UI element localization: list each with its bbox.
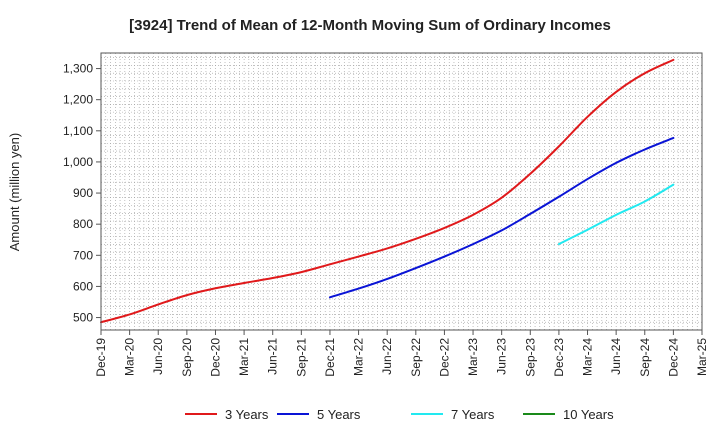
legend: 3 Years 5 Years 7 Years 10 Years — [185, 407, 614, 422]
x-tick-label: Jun-22 — [380, 338, 394, 375]
y-tick-label: 800 — [73, 217, 93, 231]
x-tick-label: Mar-20 — [123, 338, 137, 376]
y-tick-label: 1,200 — [63, 93, 93, 107]
x-tick-label: Jun-20 — [151, 338, 165, 375]
x-tick-label: Mar-25 — [695, 338, 709, 376]
series-line-3-years — [100, 58, 675, 324]
series-line-7-years — [557, 183, 675, 246]
grid — [100, 53, 703, 331]
legend-label-7-years: 7 Years — [451, 407, 495, 422]
x-axis: Dec-19 Mar-20 Jun-20 Sep-20 Dec-20 Mar-21 Jun-… — [94, 330, 709, 377]
x-tick-label: Jun-23 — [495, 338, 509, 375]
y-tick-label: 900 — [73, 186, 93, 200]
series-line-5-years — [328, 136, 675, 299]
legend-label-3-years: 3 Years — [225, 407, 269, 422]
x-tick-label: Mar-22 — [352, 338, 366, 376]
y-tick-label: 1,300 — [63, 62, 93, 76]
chart-title: [3924] Trend of Mean of 12-Month Moving … — [129, 17, 611, 34]
x-tick-label: Dec-23 — [552, 338, 566, 377]
y-tick-label: 1,100 — [63, 124, 93, 138]
x-tick-label: Sep-21 — [294, 338, 308, 377]
x-tick-label: Mar-21 — [237, 338, 251, 376]
x-tick-label: Dec-20 — [208, 338, 222, 377]
x-tick-label: Sep-20 — [180, 338, 194, 377]
x-tick-label: Jun-24 — [609, 338, 623, 375]
x-tick-label: Dec-24 — [666, 338, 680, 377]
series-group — [100, 58, 675, 324]
x-tick-label: Mar-24 — [581, 338, 595, 376]
x-tick-label: Dec-19 — [94, 338, 108, 377]
x-tick-label: Dec-21 — [323, 338, 337, 377]
x-tick-label: Dec-22 — [437, 338, 451, 377]
y-tick-label: 600 — [73, 279, 93, 293]
x-tick-label: Jun-21 — [266, 338, 280, 375]
y-axis-label: Amount (million yen) — [7, 133, 22, 252]
x-tick-label: Mar-23 — [466, 338, 480, 376]
plot-frame — [100, 52, 703, 331]
y-tick-label: 500 — [73, 311, 93, 325]
x-tick-label: Sep-23 — [523, 338, 537, 377]
y-axis: 500 600 700 800 900 1,000 1,100 1,200 1,300 — [63, 62, 101, 325]
legend-label-5-years: 5 Years — [317, 407, 361, 422]
y-tick-label: 1,000 — [63, 155, 93, 169]
x-tick-label: Sep-22 — [409, 338, 423, 377]
x-tick-label: Sep-24 — [638, 338, 652, 377]
y-tick-label: 700 — [73, 248, 93, 262]
legend-label-10-years: 10 Years — [563, 407, 614, 422]
